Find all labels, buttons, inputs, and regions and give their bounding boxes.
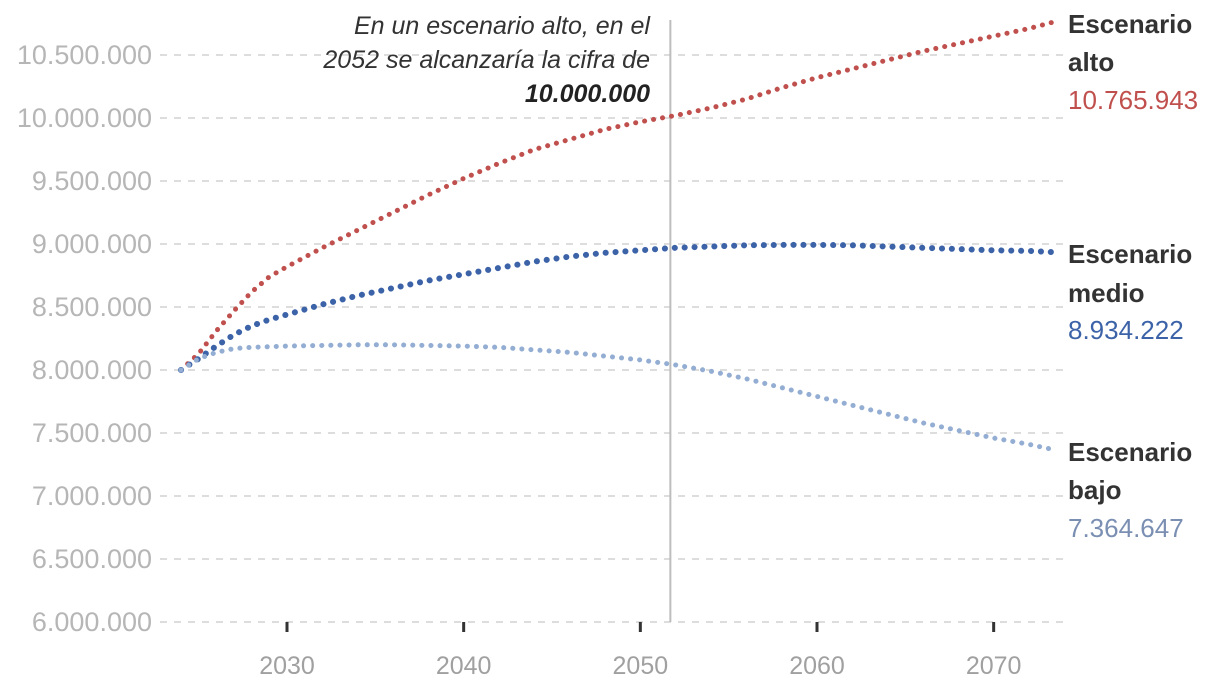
series-line-alto [178, 18, 1058, 373]
x-tick-label: 2060 [789, 652, 845, 680]
y-tick-label: 6.000.000 [32, 607, 152, 637]
y-tick-label: 9.500.000 [32, 166, 152, 196]
grid-layer [160, 54, 1068, 623]
series-final-value-alto: 10.765.943 [1068, 85, 1198, 115]
annotation-text-line-1: En un escenario alto, en el [354, 12, 651, 40]
x-axis-ticks: 2030 2040 2050 2060 2070 [259, 622, 1021, 680]
series-label-alto-line-2: alto [1068, 47, 1114, 77]
series-final-value-medio: 8.934.222 [1068, 315, 1184, 345]
x-tick-label: 2040 [436, 652, 492, 680]
y-tick-label: 8.500.000 [32, 292, 152, 322]
series-line-medio [178, 241, 1059, 373]
series-labels: Escenario alto 10.765.943 Escenario medi… [1068, 9, 1198, 543]
annotation-text-line-3: 10.000.000 [525, 80, 650, 108]
y-tick-label: 10.500.000 [17, 40, 152, 70]
y-tick-label: 10.000.000 [17, 103, 152, 133]
y-axis-labels: 6.000.000 6.500.000 7.000.000 7.500.000 8.00… [17, 40, 152, 637]
y-tick-label: 9.000.000 [32, 229, 152, 259]
series-label-medio-line-2: medio [1068, 278, 1145, 308]
annotation: En un escenario alto, en el 2052 se alca… [322, 12, 672, 622]
series-label-alto-line-1: Escenario [1068, 9, 1192, 39]
series-label-medio-line-1: Escenario [1068, 239, 1192, 269]
series-label-bajo-line-2: bajo [1068, 475, 1121, 505]
y-tick-label: 7.500.000 [32, 418, 152, 448]
x-tick-label: 2050 [613, 652, 669, 680]
series-label-bajo-line-1: Escenario [1068, 437, 1192, 467]
series-layer [178, 18, 1059, 453]
annotation-text-line-2: 2052 se alcanzaría la cifra de [322, 46, 650, 74]
x-tick-label: 2070 [966, 652, 1022, 680]
series-final-value-bajo: 7.364.647 [1068, 513, 1184, 543]
y-tick-label: 7.000.000 [32, 481, 152, 511]
y-tick-label: 8.000.000 [32, 355, 152, 385]
series-line-bajo [178, 342, 1058, 453]
x-tick-label: 2030 [259, 652, 315, 680]
y-tick-label: 6.500.000 [32, 544, 152, 574]
